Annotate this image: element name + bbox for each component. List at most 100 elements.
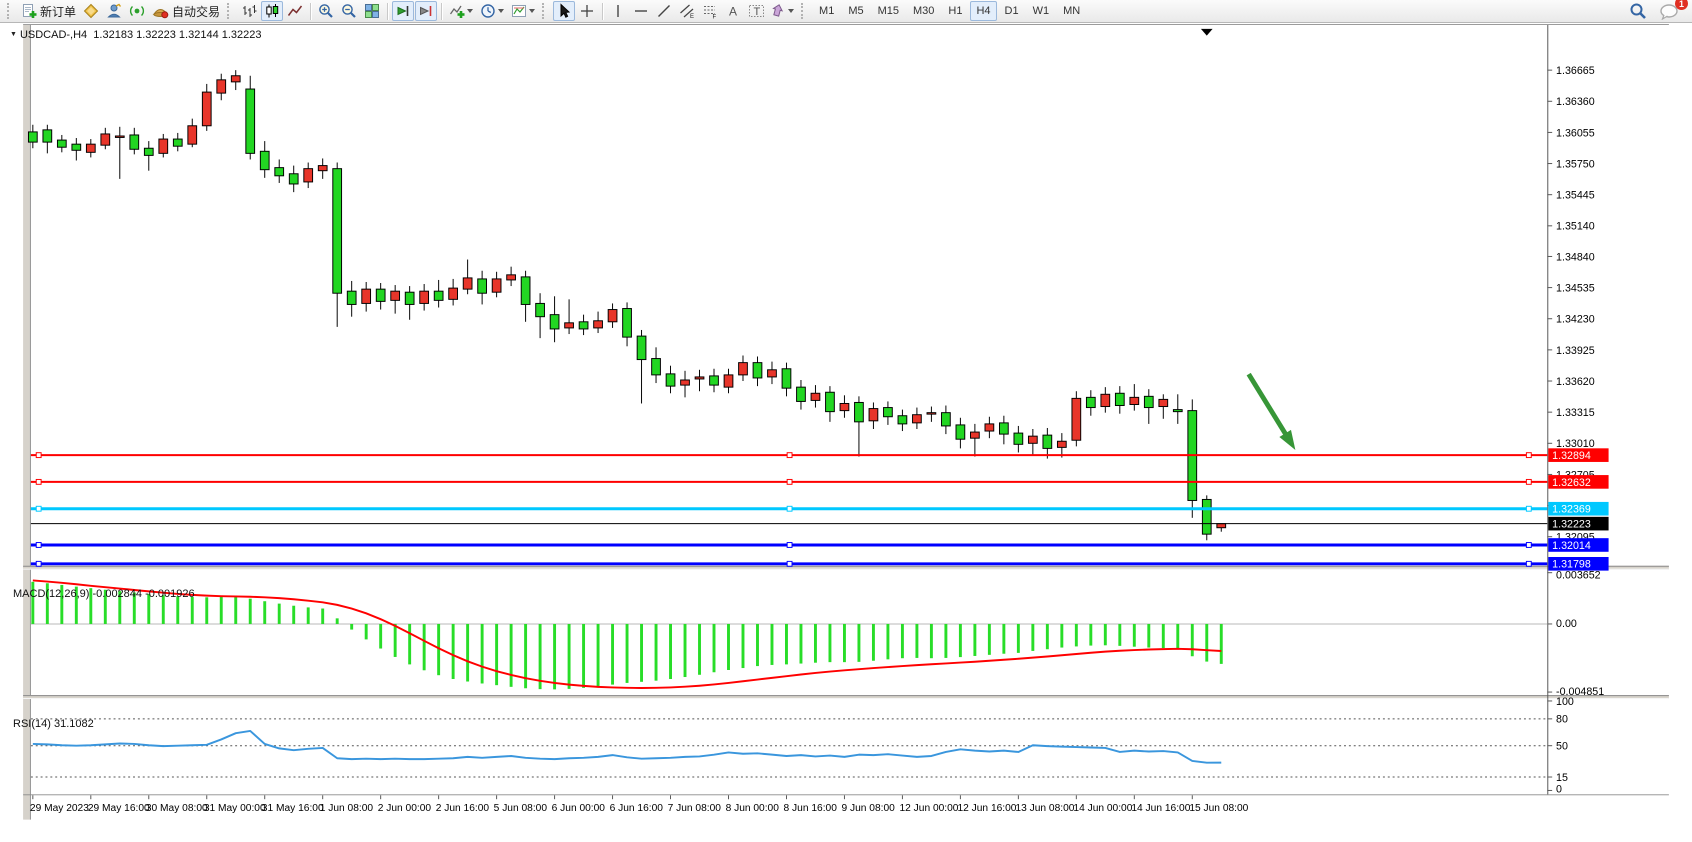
- fibonacci-button[interactable]: F: [699, 1, 721, 21]
- line-handle[interactable]: [35, 560, 42, 567]
- market-watch-button[interactable]: [103, 1, 125, 21]
- candlestick-chart-button[interactable]: [261, 1, 284, 21]
- price-level-label-bg: [1548, 501, 1609, 516]
- price-level-label: 1.32014: [1552, 540, 1591, 552]
- line-handle[interactable]: [35, 542, 42, 548]
- candle-body: [346, 290, 357, 305]
- candle-body: [651, 358, 661, 376]
- horizontal-line-button[interactable]: [630, 1, 652, 21]
- equidistant-channel-button[interactable]: E: [676, 1, 698, 21]
- chart-canvas[interactable]: 1.36665 1.36360 1.36055 1.35750 1.35445 1.351…: [0, 23, 1692, 842]
- rsi-axis[interactable]: 100 80 50 150: [1547, 696, 1574, 796]
- auto-scroll-button[interactable]: [392, 1, 415, 21]
- timeframe-m30-button[interactable]: M30: [913, 5, 935, 17]
- candle-body: [825, 391, 835, 413]
- pane-separator-rsi[interactable]: [23, 695, 1669, 700]
- candle-body: [216, 79, 227, 94]
- timeframe-d1-button[interactable]: D1: [1004, 5, 1019, 17]
- autotrading-button[interactable]: 自动交易: [149, 1, 223, 21]
- svg-text:15 Jun 08:00: 15 Jun 08:00: [1189, 803, 1248, 814]
- timeframe-m1-button[interactable]: M1: [819, 5, 835, 17]
- text-button[interactable]: A: [722, 1, 744, 21]
- line-handle[interactable]: [35, 505, 42, 512]
- candle-body: [897, 415, 908, 425]
- svg-text:15: 15: [1556, 772, 1568, 784]
- bar-chart-button[interactable]: [238, 1, 260, 21]
- toolbar-grip[interactable]: [7, 3, 13, 19]
- symbol-dropdown-icon[interactable]: ▼: [10, 31, 17, 38]
- styles-button[interactable]: [80, 1, 102, 21]
- trendline-button[interactable]: [653, 1, 675, 21]
- line-handle[interactable]: [1525, 505, 1532, 512]
- timeframe-h1-button[interactable]: H1: [948, 5, 963, 17]
- arrow-tool-icon: [772, 4, 784, 17]
- templates-button[interactable]: [508, 1, 538, 21]
- auto-scroll-icon: [397, 6, 409, 16]
- svg-text:31 May 00:00: 31 May 00:00: [204, 803, 266, 814]
- svg-text:2 Jun 00:00: 2 Jun 00:00: [378, 803, 432, 814]
- candle-body: [477, 278, 487, 294]
- toolbar-grip[interactable]: [542, 3, 548, 19]
- line-handle[interactable]: [786, 478, 793, 485]
- candle-body: [332, 168, 343, 294]
- periods-button[interactable]: [477, 1, 507, 21]
- symbol-ohlc-overlay[interactable]: ▼ USDCAD-,H4 1.32183 1.32223 1.32144 1.32…: [10, 29, 262, 41]
- price-level-label-bg: [1548, 475, 1609, 489]
- horizontal-line-object[interactable]: 1.32632: [30, 475, 1609, 489]
- toolbar-grip[interactable]: [801, 3, 807, 19]
- horizontal-line-object[interactable]: 1.32894: [30, 448, 1609, 462]
- line-handle[interactable]: [786, 542, 793, 548]
- zoom-out-button[interactable]: [338, 1, 360, 21]
- crosshair-button[interactable]: [576, 1, 598, 21]
- macd-label-overlay: MACD(12,26,9) -0.002844 -0.001926: [13, 588, 195, 600]
- search-button[interactable]: [1626, 1, 1650, 21]
- svg-text:T: T: [754, 6, 761, 18]
- svg-text:6 Jun 16:00: 6 Jun 16:00: [610, 803, 664, 814]
- toolbar-grip[interactable]: [227, 3, 233, 19]
- trend-arrow-annotation[interactable]: [1246, 372, 1296, 451]
- svg-text:0: 0: [1556, 783, 1562, 795]
- text-label-button[interactable]: T: [745, 1, 768, 21]
- line-handle[interactable]: [786, 505, 793, 512]
- chart-shift-marker[interactable]: [1200, 28, 1213, 36]
- macd-axis[interactable]: 0.003652 0.00 -0.004851: [1547, 569, 1604, 698]
- svg-text:80: 80: [1556, 714, 1568, 726]
- chart-shift-button[interactable]: [415, 1, 438, 21]
- candle-body: [1158, 398, 1169, 408]
- pane-separator-macd[interactable]: [23, 565, 1669, 570]
- timeframe-mn-button[interactable]: MN: [1063, 5, 1081, 17]
- line-handle[interactable]: [786, 452, 793, 459]
- timeframe-h4-button[interactable]: H4: [970, 1, 997, 21]
- cursor-button[interactable]: [553, 1, 576, 21]
- notifications-button[interactable]: 1: [1656, 0, 1688, 21]
- line-handle[interactable]: [1525, 542, 1532, 548]
- autotrading-label: 自动交易: [172, 4, 221, 19]
- candle-body: [448, 287, 458, 300]
- new-order-button[interactable]: 新订单: [18, 1, 79, 21]
- line-handle[interactable]: [35, 452, 42, 459]
- timeframe-w1-button[interactable]: W1: [1032, 5, 1050, 17]
- indicators-button[interactable]: [446, 1, 476, 21]
- zoom-in-button[interactable]: [315, 1, 337, 21]
- arrows-button[interactable]: [769, 1, 797, 21]
- signals-button[interactable]: [126, 1, 148, 21]
- line-handle[interactable]: [35, 478, 42, 485]
- tile-windows-button[interactable]: [361, 1, 383, 21]
- horizontal-line-object[interactable]: 1.32014: [30, 538, 1609, 552]
- candle-body: [607, 309, 618, 323]
- candle-body: [694, 376, 705, 380]
- timeframe-m5-button[interactable]: M5: [848, 5, 864, 17]
- line-handle[interactable]: [1525, 560, 1532, 567]
- line-chart-button[interactable]: [284, 1, 306, 21]
- vertical-line-button[interactable]: [607, 1, 629, 21]
- candle-body: [752, 362, 763, 379]
- line-handle[interactable]: [1525, 478, 1532, 485]
- horizontal-line-object[interactable]: 1.31798: [30, 557, 1609, 571]
- rsi-label: RSI(14): [13, 718, 51, 730]
- line-handle[interactable]: [786, 560, 793, 567]
- horizontal-line-object[interactable]: 1.32369: [30, 501, 1609, 516]
- timeframe-m15-button[interactable]: M15: [877, 5, 899, 17]
- svg-text:1.36665: 1.36665: [1556, 65, 1595, 77]
- line-handle[interactable]: [1525, 452, 1532, 459]
